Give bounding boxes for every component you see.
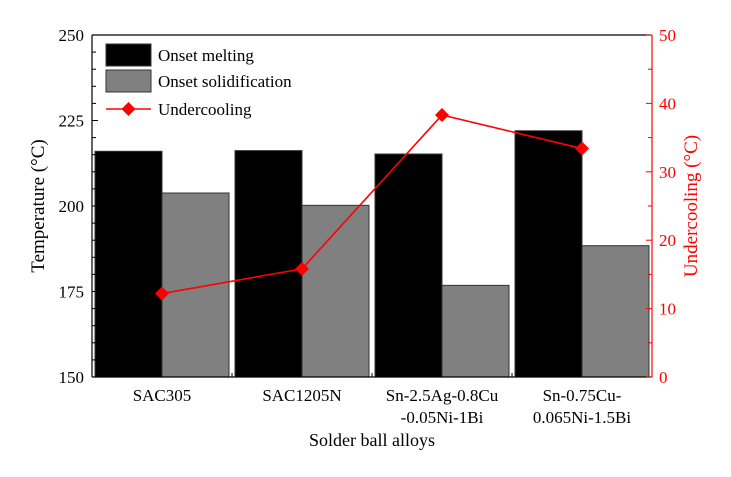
bar-onset-solidification <box>581 245 650 378</box>
x-axis-title: Solder ball alloys <box>309 430 435 450</box>
x-tick-label: -0.05Ni-1Bi <box>401 408 484 427</box>
y-tick-label: 225 <box>59 112 85 131</box>
y2-tick-label: 10 <box>659 300 676 319</box>
x-tick-label: 0.065Ni-1.5Bi <box>533 408 632 427</box>
y2-tick-label: 40 <box>659 94 676 113</box>
legend-swatch-undercooling-marker <box>121 102 136 116</box>
legend-label: Undercooling <box>158 100 252 119</box>
x-tick-label: SAC305 <box>133 386 192 405</box>
legend-swatch-onset-melting <box>105 43 152 67</box>
x-tick-label: Sn-0.75Cu- <box>543 386 622 405</box>
y-axis-title: Temperature (°C) <box>28 139 49 272</box>
y2-tick-label: 50 <box>659 26 676 45</box>
y2-tick-label: 0 <box>659 368 668 387</box>
bar-onset-melting <box>374 153 443 378</box>
y-tick-label: 200 <box>59 197 85 216</box>
bar-onset-melting <box>514 130 583 378</box>
undercooling-point <box>155 286 169 301</box>
bar-onset-solidification <box>161 192 230 378</box>
x-tick-label: Sn-2.5Ag-0.8Cu <box>386 386 499 405</box>
y2-tick-label: 20 <box>659 231 676 250</box>
bar-onset-solidification <box>441 284 510 378</box>
bar-onset-melting <box>234 150 303 378</box>
undercooling-line <box>161 114 583 295</box>
y2-axis-title: Undercooling (°C) <box>681 135 702 277</box>
y2-tick-label: 30 <box>659 163 676 182</box>
legend-label: Onset solidification <box>158 72 292 91</box>
bar-onset-melting <box>94 150 163 378</box>
bar-onset-solidification <box>301 204 370 378</box>
y-tick-label: 175 <box>59 283 85 302</box>
undercooling-point <box>295 261 309 276</box>
legend-swatch-onset-solidification <box>105 69 152 93</box>
undercooling-point <box>575 141 589 156</box>
y-tick-label: 250 <box>59 26 85 45</box>
y-tick-label: 150 <box>59 368 85 387</box>
x-tick-label: SAC1205N <box>262 386 341 405</box>
legend-label: Onset melting <box>158 46 254 65</box>
undercooling-point <box>435 108 449 123</box>
